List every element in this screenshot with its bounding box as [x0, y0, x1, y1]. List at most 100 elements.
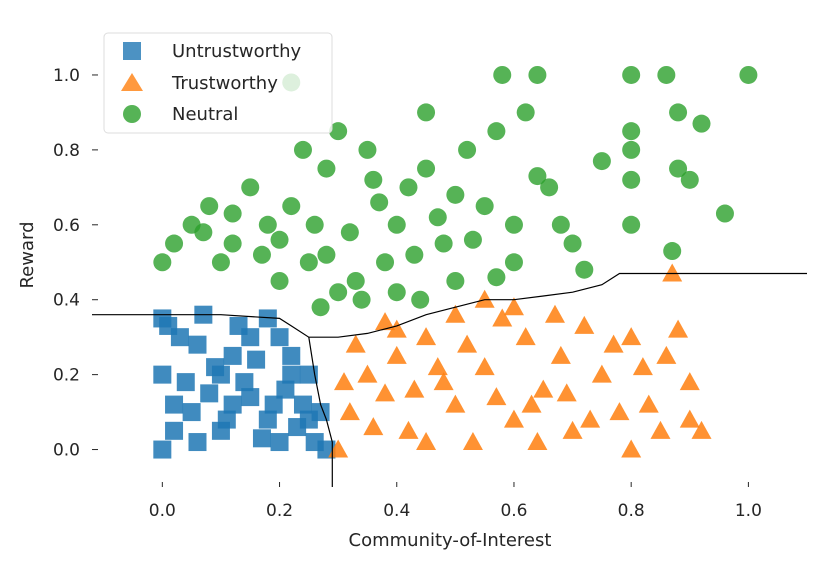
x-axis-ticks: 0.0 0.2 0.4 0.6 0.8 1.0	[149, 482, 762, 521]
trustworthy-point-31	[386, 319, 407, 338]
legend-box	[103, 32, 333, 134]
untrustworthy-point-24	[276, 380, 295, 399]
neutral-point-13	[340, 223, 359, 242]
untrustworthy-point-2	[182, 403, 201, 422]
untrustworthy-point-33	[211, 421, 230, 440]
neutral-point-38	[669, 103, 688, 122]
legend-neutral-marker	[123, 105, 141, 123]
untrustworthy-point-16	[206, 358, 225, 377]
neutral-point-46	[346, 271, 365, 290]
untrustworthy-point-32	[258, 410, 277, 429]
legend-untrustworthy-label: Untrustworthy	[172, 41, 301, 62]
trustworthy-point-32	[363, 417, 384, 436]
trustworthy-point-21	[632, 357, 653, 376]
neutral-point-16	[387, 215, 406, 234]
y-tick-label-0: 0.0	[53, 441, 80, 461]
trustworthy-point-2	[357, 364, 378, 383]
decision-boundary-line	[92, 272, 807, 487]
neutral-point-12	[329, 283, 348, 302]
neutral-point-32	[622, 65, 641, 84]
untrustworthy-point-35	[188, 433, 207, 452]
neutral-point-21	[458, 140, 477, 159]
neutral-point-31	[592, 152, 611, 171]
trustworthy-point-7	[433, 372, 454, 391]
trustworthy-point-3	[375, 383, 396, 402]
trustworthy-point-12	[503, 409, 524, 428]
neutral-point-69	[317, 245, 336, 264]
neutral-point-41	[692, 114, 711, 133]
trustworthy-point-22	[650, 420, 671, 439]
neutral-point-35	[622, 215, 641, 234]
y-axis-ticks: 0.0 0.2 0.4 0.6 0.8 1.0	[53, 66, 98, 461]
trustworthy-point-34	[427, 357, 448, 376]
trustworthy-point-20	[621, 327, 642, 346]
trustworthy-point-38	[580, 409, 601, 428]
neutral-point-58	[305, 215, 324, 234]
untrustworthy-point-39	[223, 395, 242, 414]
neutral-point-5	[223, 234, 242, 253]
untrustworthy-point-7	[258, 309, 277, 328]
trustworthy-point-28	[474, 289, 495, 308]
trustworthy-point-8	[445, 394, 466, 413]
trustworthy-point-13	[515, 327, 536, 346]
trustworthy-point-30	[416, 432, 437, 451]
legend-trustworthy-marker	[121, 73, 143, 91]
y-tick-label-5: 1.0	[53, 66, 80, 86]
untrustworthy-point-23	[252, 429, 271, 448]
trustworthy-point-24	[668, 319, 689, 338]
trustworthy-point-9	[457, 334, 478, 353]
trustworthy-point-14	[533, 379, 554, 398]
decision-boundary-lower	[308, 337, 333, 487]
neutral-point-47	[370, 193, 389, 212]
x-tick-label-4: 0.8	[618, 501, 645, 521]
untrustworthy-point-25	[229, 316, 248, 335]
decision-boundary-upper	[92, 272, 807, 338]
neutral-point-20	[446, 271, 465, 290]
neutral-point-33	[622, 122, 641, 141]
trustworthy-point-0	[328, 439, 349, 458]
neutral-point-24	[504, 253, 523, 272]
neutral-point-10	[299, 253, 318, 272]
y-tick-label-3: 0.6	[53, 216, 80, 236]
neutral-point-18	[417, 103, 436, 122]
trustworthy-point-5	[398, 420, 419, 439]
trustworthy-point-4	[386, 345, 407, 364]
trustworthy-point-35	[462, 432, 483, 451]
trustworthy-point-25	[679, 372, 700, 391]
untrustworthy-point-29	[293, 395, 312, 414]
neutral-point-67	[622, 140, 641, 159]
trustworthy-point-16	[562, 420, 583, 439]
untrustworthy-point-3	[200, 384, 219, 403]
neutral-point-49	[428, 208, 447, 227]
y-tick-label-2: 0.4	[53, 291, 80, 311]
trustworthy-point-27	[503, 297, 524, 316]
trustworthy-point-39	[603, 334, 624, 353]
trustworthy-point-42	[486, 387, 507, 406]
trustworthy-point-10	[474, 357, 495, 376]
neutral-point-45	[311, 298, 330, 317]
neutral-point-63	[411, 290, 430, 309]
neutral-point-1	[165, 234, 184, 253]
legend-untrustworthy-marker	[123, 42, 141, 60]
untrustworthy-point-37	[299, 410, 318, 429]
neutral-point-3	[200, 197, 219, 216]
neutral-point-53	[293, 140, 312, 159]
untrustworthy-point-18	[264, 395, 283, 414]
neutral-point-11	[317, 159, 336, 178]
neutral-point-34	[622, 170, 641, 189]
untrustworthy-series	[153, 305, 336, 459]
untrustworthy-point-20	[305, 433, 324, 452]
untrustworthy-point-38	[270, 433, 289, 452]
untrustworthy-point-9	[282, 346, 301, 365]
trustworthy-point-29	[445, 304, 466, 323]
y-axis-title: Reward	[17, 221, 38, 288]
neutral-point-9	[282, 197, 301, 216]
x-tick-label-3: 0.6	[500, 501, 527, 521]
trustworthy-point-46	[527, 432, 548, 451]
neutral-point-61	[223, 204, 242, 223]
neutral-point-48	[405, 245, 424, 264]
neutral-point-59	[417, 159, 436, 178]
trustworthy-point-18	[591, 364, 612, 383]
untrustworthy-point-34	[282, 365, 301, 384]
